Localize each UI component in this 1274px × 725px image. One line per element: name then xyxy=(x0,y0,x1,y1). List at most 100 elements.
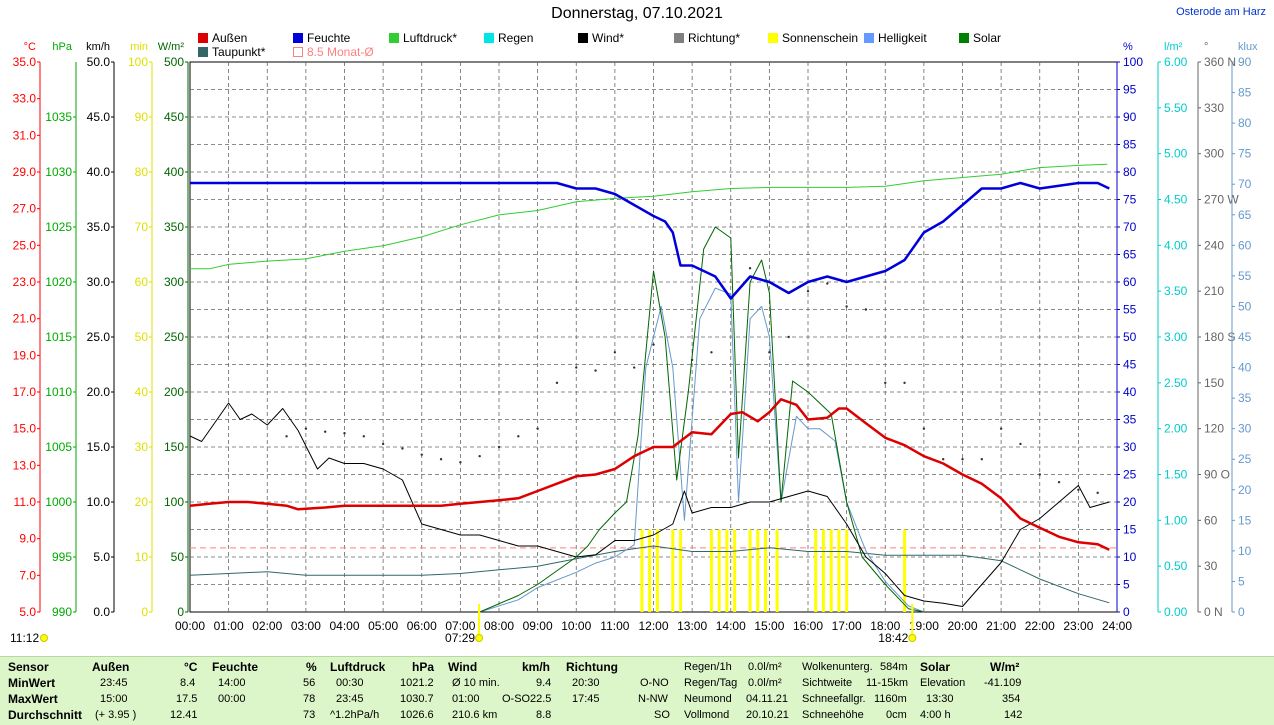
x-tick-label: 13:00 xyxy=(677,619,707,633)
sunshine-bar xyxy=(829,529,833,612)
sunset-label: 18:42 xyxy=(878,631,908,645)
y-tick-label-sunmin: 80 xyxy=(135,165,149,179)
direction-point xyxy=(555,381,559,385)
legend-item-luftdruck: Luftdruck* xyxy=(389,31,457,45)
y-tick-label-humidity: 95 xyxy=(1123,83,1137,97)
y-tick-label-wind: 30.0 xyxy=(87,275,111,289)
y-tick-label-direction: 0 N xyxy=(1204,605,1223,619)
y-tick-label-rain: 1.00 xyxy=(1164,513,1188,527)
stats-wind-max-time: 01:00 xyxy=(452,693,480,705)
stats-schneefall-val: 1160m xyxy=(874,693,907,705)
y-tick-label-direction: 180 S xyxy=(1204,330,1235,344)
stats-luftdruck-max-val: 1030.7 xyxy=(400,693,434,705)
y-tick-label-temp: 25.0 xyxy=(13,238,37,252)
location-label[interactable]: Osterode am Harz xyxy=(1176,6,1266,18)
stats-schneehoehe-val: 0cm xyxy=(886,709,907,721)
y-tick-label-temp: 33.0 xyxy=(13,92,37,106)
legend-item-solar: Solar xyxy=(959,31,1001,45)
stats-solar-title: Solar xyxy=(920,660,951,674)
y-tick-label-wind: 0.0 xyxy=(93,605,110,619)
y-axis-unit-pressure: hPa xyxy=(52,41,72,53)
y-tick-label-rain: 1.50 xyxy=(1164,468,1188,482)
sunshine-bar xyxy=(733,529,737,612)
y-tick-label-humidity: 10 xyxy=(1123,550,1137,564)
y-tick-label-rain: 5.50 xyxy=(1164,101,1188,115)
x-tick-label: 17:00 xyxy=(832,619,862,633)
direction-point xyxy=(594,369,597,372)
stats-luftdruck-avg-val: 1026.6 xyxy=(400,709,434,721)
stats-min-label: MinWert xyxy=(8,676,56,690)
stats-luftdruck-avg-note: ^1.2hPa/h xyxy=(330,709,380,721)
x-tick-label: 20:00 xyxy=(947,619,977,633)
y-tick-label-direction: 300 xyxy=(1204,147,1224,161)
x-tick-label: 14:00 xyxy=(716,619,746,633)
y-tick-label-pressure: 1035 xyxy=(45,110,72,124)
stats-vollmond-val: 20.10.21 xyxy=(746,709,789,721)
stats-aussen-min-val: 8.4 xyxy=(180,677,196,689)
stats-neumond-label: Neumond xyxy=(684,693,732,705)
y-tick-label-temp: 27.0 xyxy=(13,202,37,216)
y-tick-label-rain: 0.00 xyxy=(1164,605,1188,619)
y-tick-label-temp: 13.0 xyxy=(13,458,37,472)
stats-elevation-label: Elevation xyxy=(920,677,966,689)
y-tick-label-sunmin: 30 xyxy=(135,440,149,454)
y-tick-label-direction: 150 xyxy=(1204,376,1224,390)
y-tick-label-direction: 30 xyxy=(1204,559,1218,573)
sunshine-bar xyxy=(748,529,752,612)
series-line-luftdruck xyxy=(190,163,1108,270)
y-tick-label-humidity: 40 xyxy=(1123,385,1137,399)
sunshine-bar xyxy=(648,529,652,612)
y-tick-label-pressure: 990 xyxy=(52,605,72,619)
x-tick-label: 02:00 xyxy=(252,619,282,633)
stats-feuchte-min-time: 14:00 xyxy=(218,677,246,689)
y-tick-label-lux: 15 xyxy=(1238,513,1252,527)
direction-point xyxy=(652,343,655,346)
legend-item-taupunkt: Taupunkt* xyxy=(198,45,265,59)
direction-point xyxy=(690,358,694,362)
stats-richtung-min-time: 20:30 xyxy=(572,677,600,689)
y-tick-label-solar: 250 xyxy=(164,330,184,344)
stats-luftdruck-min-time: 00:30 xyxy=(336,677,364,689)
y-tick-label-humidity: 60 xyxy=(1123,275,1137,289)
sunshine-bar xyxy=(679,529,683,612)
x-tick-label: 11:00 xyxy=(600,619,629,633)
sunshine-bar xyxy=(903,529,907,612)
stats-aussen-avg-note: (+ 3.95 ) xyxy=(95,709,137,721)
y-tick-label-lux: 35 xyxy=(1238,391,1252,405)
y-tick-label-pressure: 1010 xyxy=(45,385,72,399)
direction-point xyxy=(787,335,790,339)
direction-point xyxy=(980,458,984,461)
direction-point xyxy=(575,366,578,369)
stats-avg-label: Durchschnitt xyxy=(8,708,83,722)
stats-feuchte-avg-val: 73 xyxy=(303,709,316,721)
y-tick-label-pressure: 1020 xyxy=(45,275,72,289)
y-tick-label-wind: 45.0 xyxy=(87,110,111,124)
legend-swatch xyxy=(198,33,208,43)
x-tick-label: 08:00 xyxy=(484,619,514,633)
direction-point xyxy=(748,267,752,270)
x-tick-label: 10:00 xyxy=(561,619,591,633)
y-tick-label-solar: 100 xyxy=(164,495,184,509)
stats-aussen-title: Außen xyxy=(92,660,130,674)
legend-item-aussen: Außen xyxy=(198,31,247,45)
y-tick-label-humidity: 50 xyxy=(1123,330,1137,344)
sunshine-bar xyxy=(725,529,729,612)
direction-point xyxy=(884,381,887,385)
series-line-taupunkt xyxy=(189,545,1110,604)
y-tick-label-rain: 2.50 xyxy=(1164,376,1188,390)
y-tick-label-sunmin: 100 xyxy=(128,55,148,69)
direction-point xyxy=(343,432,346,435)
x-tick-label: 23:00 xyxy=(1063,619,1093,633)
direction-point xyxy=(845,305,848,308)
direction-point xyxy=(864,308,868,311)
stats-richtung-max-val: N-NW xyxy=(638,693,668,705)
stats-solar-max-val: 354 xyxy=(1002,693,1021,705)
direction-point xyxy=(768,351,771,354)
sunshine-bar xyxy=(845,529,849,612)
y-tick-label-rain: 3.00 xyxy=(1164,330,1188,344)
y-tick-label-direction: 120 xyxy=(1204,422,1224,436)
y-tick-label-sunmin: 70 xyxy=(135,220,149,234)
y-tick-label-direction: 240 xyxy=(1204,238,1224,252)
y-tick-label-humidity: 85 xyxy=(1123,138,1137,152)
direction-point xyxy=(536,427,539,430)
